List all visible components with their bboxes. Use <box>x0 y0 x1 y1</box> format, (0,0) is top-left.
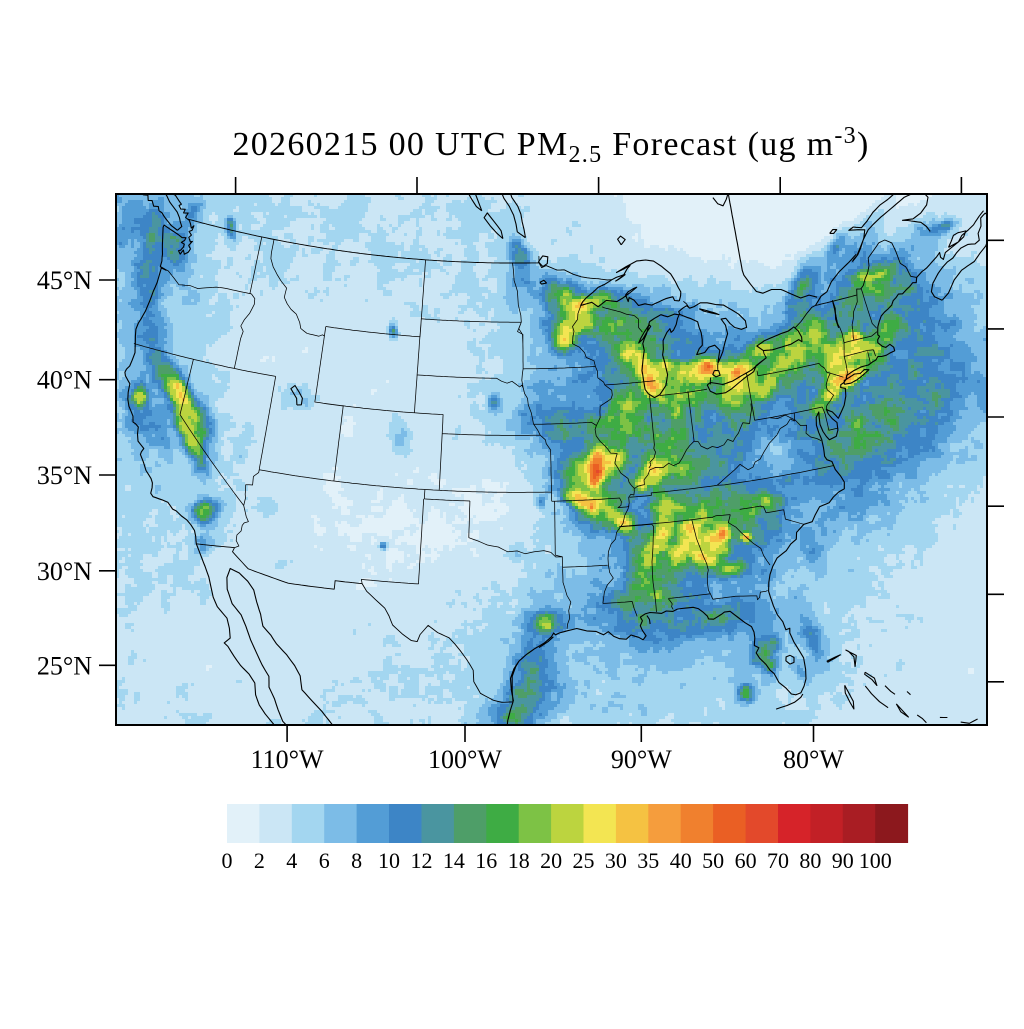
svg-text:4: 4 <box>286 848 297 873</box>
svg-text:18: 18 <box>508 848 530 873</box>
svg-text:30°N: 30°N <box>37 557 92 586</box>
svg-text:16: 16 <box>475 848 497 873</box>
svg-text:8: 8 <box>351 848 362 873</box>
svg-text:10: 10 <box>378 848 400 873</box>
svg-text:2: 2 <box>254 848 265 873</box>
svg-text:0: 0 <box>222 848 233 873</box>
svg-text:25: 25 <box>573 848 595 873</box>
svg-text:90: 90 <box>832 848 854 873</box>
svg-text:40: 40 <box>670 848 692 873</box>
svg-text:100: 100 <box>859 848 892 873</box>
svg-text:12: 12 <box>411 848 433 873</box>
svg-text:80: 80 <box>799 848 821 873</box>
svg-text:100°W: 100°W <box>428 745 502 774</box>
svg-text:25°N: 25°N <box>37 651 92 680</box>
svg-text:35: 35 <box>637 848 659 873</box>
svg-text:6: 6 <box>319 848 330 873</box>
svg-text:30: 30 <box>605 848 627 873</box>
svg-text:40°N: 40°N <box>37 366 92 395</box>
svg-text:35°N: 35°N <box>37 461 92 490</box>
svg-text:45°N: 45°N <box>37 266 92 295</box>
svg-text:50: 50 <box>702 848 724 873</box>
svg-text:60: 60 <box>735 848 757 873</box>
svg-text:20: 20 <box>540 848 562 873</box>
svg-text:14: 14 <box>443 848 465 873</box>
svg-text:90°W: 90°W <box>611 745 672 774</box>
svg-text:70: 70 <box>767 848 789 873</box>
svg-text:110°W: 110°W <box>251 745 324 774</box>
svg-text:20260215 00 UTC PM2.5 Forecast: 20260215 00 UTC PM2.5 Forecast (ug m-3) <box>232 123 869 168</box>
svg-text:80°W: 80°W <box>783 745 844 774</box>
